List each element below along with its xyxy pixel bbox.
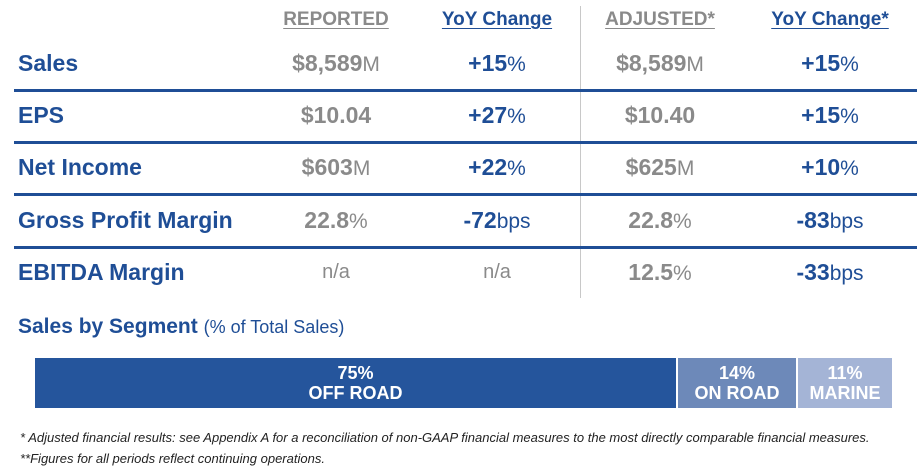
adjusted-value: 12.5%: [628, 259, 692, 285]
segment-pct: 75%: [337, 363, 374, 383]
header-reported-yoy: YoY Change: [441, 9, 553, 30]
row-divider: [14, 193, 917, 196]
column-divider: [580, 6, 581, 298]
adjusted-value: $10.40: [624, 102, 696, 128]
reported-yoy-value: +22%: [468, 154, 526, 180]
segment-pct: 14%: [718, 363, 756, 383]
segment-bar-off-road: 75% OFF ROAD: [35, 358, 676, 408]
adjusted-yoy-value: +10%: [801, 154, 859, 180]
footnote-adjusted: * Adjusted financial results: see Append…: [20, 430, 870, 445]
reported-yoy-value: +27%: [468, 102, 526, 128]
adjusted-yoy-value: -33bps: [796, 259, 864, 285]
segment-pct: 11%: [827, 363, 863, 383]
reported-yoy-value: n/a: [483, 261, 511, 283]
header-adjusted: ADJUSTED*: [605, 9, 715, 30]
segment-bar-on-road: 14% ON ROAD: [678, 358, 796, 408]
row-divider: [14, 141, 917, 144]
table-row: Net Income $603M +22% $625M +10%: [0, 142, 917, 194]
reported-value: n/a: [322, 261, 350, 283]
adjusted-yoy-value: +15%: [801, 102, 859, 128]
adjusted-value: $8,589M: [616, 50, 704, 76]
table-row: EBITDA Margin n/a n/a 12.5% -33bps: [0, 247, 917, 299]
row-label: EBITDA Margin: [18, 259, 185, 285]
reported-value: $603M: [301, 154, 371, 180]
row-label: EPS: [18, 102, 65, 128]
adjusted-yoy-value: +15%: [801, 50, 859, 76]
header-adjusted-yoy: YoY Change*: [771, 9, 889, 30]
segment-bar-marine: 11% MARINE: [798, 358, 892, 408]
table-row: EPS $10.04 +27% $10.40 +15%: [0, 90, 917, 142]
table-row: Gross Profit Margin 22.8% -72bps 22.8% -…: [0, 195, 917, 247]
row-label: Gross Profit Margin: [18, 207, 233, 233]
segment-title: Sales by Segment (% of Total Sales): [18, 315, 345, 338]
adjusted-value: 22.8%: [628, 207, 692, 233]
adjusted-value: $625M: [625, 154, 695, 180]
row-divider: [14, 246, 917, 249]
table-row: Sales $8,589M +15% $8,589M +15%: [0, 38, 917, 90]
reported-yoy-value: +15%: [468, 50, 526, 76]
reported-value: 22.8%: [304, 207, 368, 233]
header-reported: REPORTED: [283, 9, 389, 30]
row-divider: [14, 89, 917, 92]
footnote-periods: **Figures for all periods reflect contin…: [20, 451, 325, 466]
segment-name: ON ROAD: [694, 383, 780, 403]
segment-name: OFF ROAD: [308, 383, 403, 403]
row-label: Sales: [18, 50, 79, 76]
reported-value: $10.04: [300, 102, 372, 128]
reported-value: $8,589M: [292, 50, 380, 76]
adjusted-yoy-value: -83bps: [796, 207, 864, 233]
reported-yoy-value: -72bps: [463, 207, 531, 233]
segment-name: MARINE: [809, 383, 881, 403]
row-label: Net Income: [18, 154, 142, 180]
